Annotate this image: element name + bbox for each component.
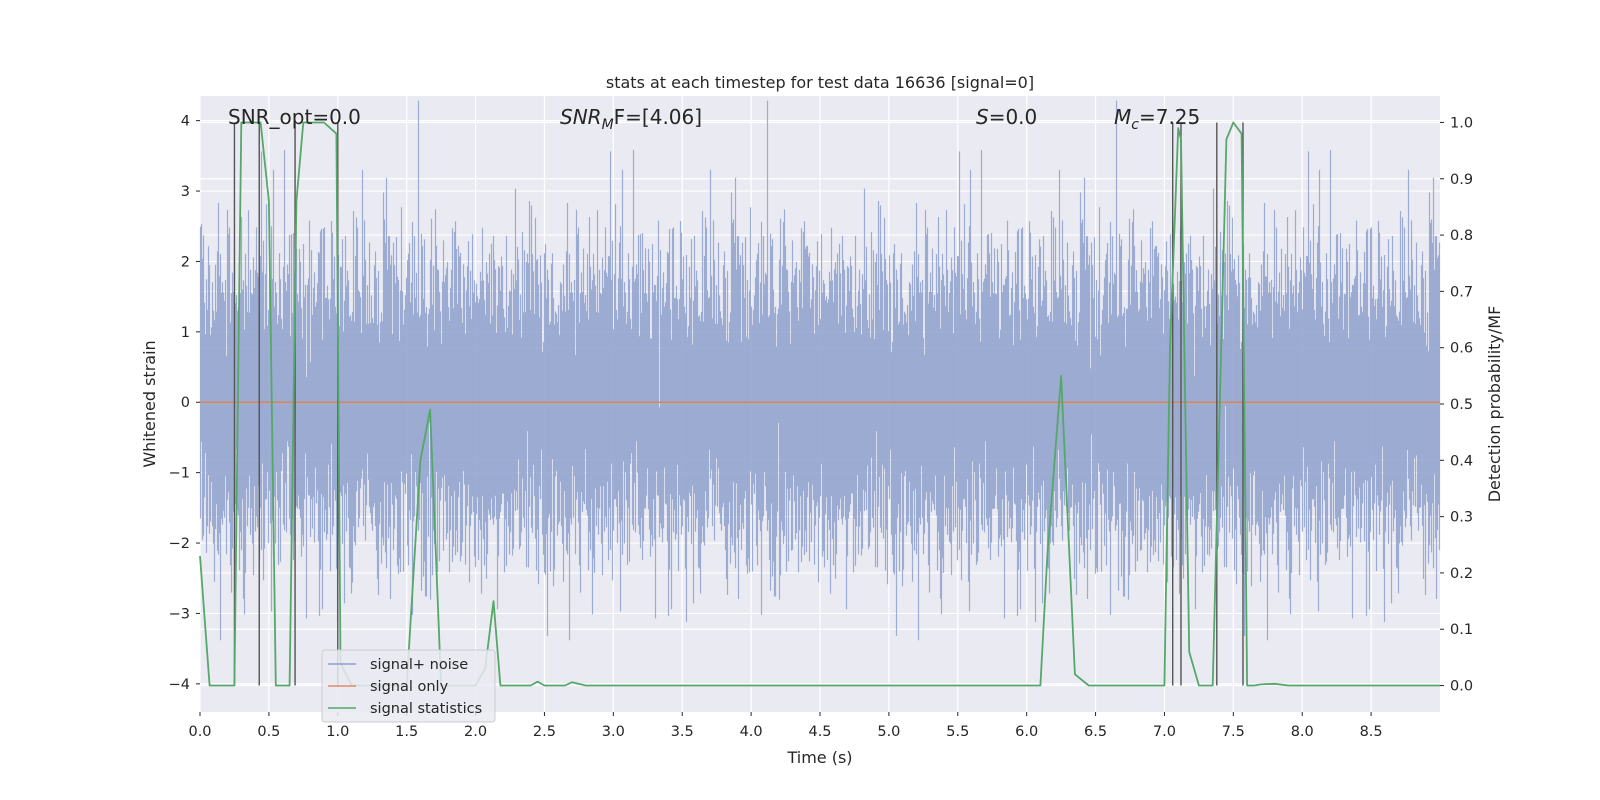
snr-mf-value: F=[4.06] [614, 105, 702, 129]
annotation-mc: Mc=7.25 [1114, 105, 1200, 133]
snr-mf-subscript: M [602, 117, 614, 133]
y-tick-label-2: 2 [181, 254, 190, 270]
x-tick-label-2: 1.0 [326, 724, 349, 740]
y2-tick-label-6: 0.4 [1450, 453, 1473, 469]
annotation-snr-opt: SNR_opt=0.0 [228, 105, 361, 129]
x-tick-label-1: 0.5 [257, 724, 280, 740]
x-tick-label-13: 6.5 [1084, 724, 1107, 740]
statistics-line [199, 121, 1440, 687]
y-tick-label-1: 3 [181, 184, 190, 200]
mc-symbol: M [1114, 105, 1131, 129]
s-value: =0.0 [989, 105, 1038, 129]
x-tick-label-14: 7.0 [1153, 724, 1176, 740]
legend-label-signal-only: signal only [370, 679, 449, 695]
y2-tick-label-1: 0.9 [1450, 172, 1473, 188]
x-axis-label: Time (s) [786, 748, 852, 767]
x-tick-label-17: 8.5 [1360, 724, 1383, 740]
y2-tick-label-4: 0.6 [1450, 341, 1473, 357]
y2-tick-label-2: 0.8 [1450, 228, 1473, 244]
legend-box [321, 649, 496, 723]
x-tick-label-7: 3.5 [671, 724, 694, 740]
y-axis-label: Whitened strain [140, 340, 159, 467]
chart-title: stats at each timestep for test data 166… [606, 73, 1034, 92]
s-symbol: S [976, 105, 989, 129]
x-tick-label-5: 2.5 [533, 724, 556, 740]
y2-tick-label-7: 0.3 [1450, 510, 1473, 526]
y-tick-label-8: −4 [169, 677, 190, 693]
x-tick-label-11: 5.5 [946, 724, 969, 740]
annotation-s: S=0.0 [976, 105, 1037, 129]
y-tick-label-4: 0 [181, 395, 190, 411]
x-tick-label-8: 4.0 [740, 724, 763, 740]
annotation-snr-mf: SNRMF=[4.06] [560, 105, 702, 133]
statistics-series [199, 121, 1440, 687]
y-tick-label-3: 1 [181, 325, 190, 341]
y2-tick-label-8: 0.2 [1450, 566, 1473, 582]
y-tick-label-0: 4 [181, 114, 190, 130]
x-tick-label-16: 8.0 [1291, 724, 1314, 740]
snr-mf-symbol: SNR [560, 105, 602, 129]
legend: signal+ noise signal only signal statist… [321, 649, 496, 723]
y2-axis-label: Detection probability/MF [1485, 306, 1504, 503]
y-tick-label-7: −3 [169, 606, 190, 622]
y-tick-label-6: −2 [169, 536, 190, 552]
legend-label-noise: signal+ noise [370, 657, 468, 673]
x-tick-label-4: 2.0 [464, 724, 487, 740]
x-tick-label-12: 6.0 [1015, 724, 1038, 740]
y2-tick-label-9: 0.1 [1450, 622, 1473, 638]
x-tick-label-0: 0.0 [188, 724, 211, 740]
x-tick-label-9: 4.5 [808, 724, 831, 740]
mc-value: =7.25 [1139, 105, 1200, 129]
y2-tick-label-5: 0.5 [1450, 397, 1473, 413]
x-tick-label-10: 5.0 [877, 724, 900, 740]
x-tick-label-3: 1.5 [395, 724, 418, 740]
legend-label-statistics: signal statistics [370, 701, 482, 717]
y2-tick-label-10: 0.0 [1450, 679, 1473, 695]
x-tick-label-6: 3.0 [602, 724, 625, 740]
mc-subscript: c [1131, 117, 1139, 133]
x-tick-label-15: 7.5 [1222, 724, 1245, 740]
tick-labels: 0.0 0.5 1.0 1.5 2.0 2.5 3.0 3.5 4.0 4.5 5.0 5.5 6.0 6… [169, 114, 1473, 740]
y2-tick-label-3: 0.7 [1450, 284, 1473, 300]
y-tick-label-5: −1 [169, 466, 190, 482]
y2-tick-label-0: 1.0 [1450, 115, 1473, 131]
